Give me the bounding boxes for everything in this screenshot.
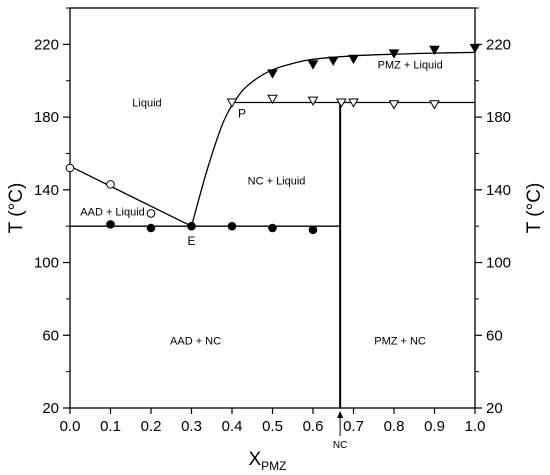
point-label: E [187, 234, 195, 248]
y-tick-label-right: 220 [486, 36, 511, 53]
liquidus-line-pmz [190, 51, 476, 227]
y-tick-label-right: 180 [486, 109, 511, 126]
y-axis-title-right: T (°C) [524, 183, 545, 234]
region-label: NC + Liquid [248, 176, 306, 188]
open-triangle-point [226, 98, 238, 108]
filled-circle-point [268, 223, 277, 233]
region-label: PMZ + NC [374, 336, 426, 348]
y-tick-label-right: 140 [486, 182, 511, 199]
x-tick-label: 0.2 [141, 418, 162, 435]
open-circle-point [65, 163, 75, 173]
region-label: AAD + Liquid [80, 207, 145, 219]
filled-circle-point [187, 221, 196, 231]
y-tick-label-left: 180 [34, 109, 59, 126]
y-tick-label-right: 60 [486, 327, 503, 344]
y-tick-label-right: 100 [486, 255, 511, 272]
x-tick-label: 0.5 [262, 418, 283, 435]
region-label: PMZ + Liquid [378, 59, 443, 71]
nc-arrow-head [337, 411, 344, 418]
x-tick-label: 0.9 [424, 418, 445, 435]
filled-triangle-point [469, 43, 481, 54]
filled-circle-point [227, 221, 237, 231]
filled-triangle-point [429, 45, 440, 56]
open-triangle-point [388, 100, 400, 110]
filled-triangle-point [348, 54, 359, 65]
region-label: AAD + NC [170, 336, 221, 348]
y-axis-title-left: T (°C) [6, 183, 27, 234]
region-label: Liquid [132, 98, 161, 110]
y-tick-label-left: 220 [34, 36, 59, 53]
y-tick-label-left: 60 [42, 327, 59, 344]
filled-triangle-point [307, 60, 319, 70]
x-tick-label: 0.7 [343, 418, 364, 435]
liquidus-line-aad [69, 165, 192, 227]
open-circle-point [106, 180, 115, 189]
nc-arrow-label: NC [333, 440, 347, 451]
filled-triangle-point [327, 56, 339, 66]
open-triangle-point [429, 100, 440, 110]
y-tick-label-left: 100 [34, 255, 59, 272]
y-tick-label-right: 20 [486, 400, 503, 417]
x-tick-label: 0.6 [303, 418, 324, 435]
x-tick-label: 0.4 [222, 418, 243, 435]
open-triangle-point [267, 94, 278, 105]
x-tick-label: 0.0 [60, 418, 81, 435]
x-tick-label: 1.0 [465, 418, 486, 435]
filled-circle-point [106, 220, 115, 229]
x-tick-label: 0.8 [384, 418, 405, 435]
filled-triangle-point [388, 49, 400, 59]
open-triangle-point [307, 96, 319, 106]
x-tick-label: 0.1 [100, 418, 121, 435]
plot-labels: XPMZ T (°C) T (°C) Liquid PMZ + Liquid NC … [6, 59, 545, 473]
filled-circle-point [146, 223, 156, 233]
x-tick-label: 0.3 [181, 418, 202, 435]
data-markers [65, 43, 481, 235]
y-tick-label-left: 140 [34, 182, 59, 199]
x-axis-title: XPMZ [248, 449, 286, 473]
point-label: P [238, 107, 246, 121]
open-triangle-point [348, 98, 359, 108]
open-triangle-point [335, 98, 347, 108]
filled-triangle-point [267, 69, 278, 79]
open-circle-point [146, 209, 156, 218]
y-tick-label-left: 20 [42, 400, 59, 417]
filled-circle-point [308, 225, 318, 235]
